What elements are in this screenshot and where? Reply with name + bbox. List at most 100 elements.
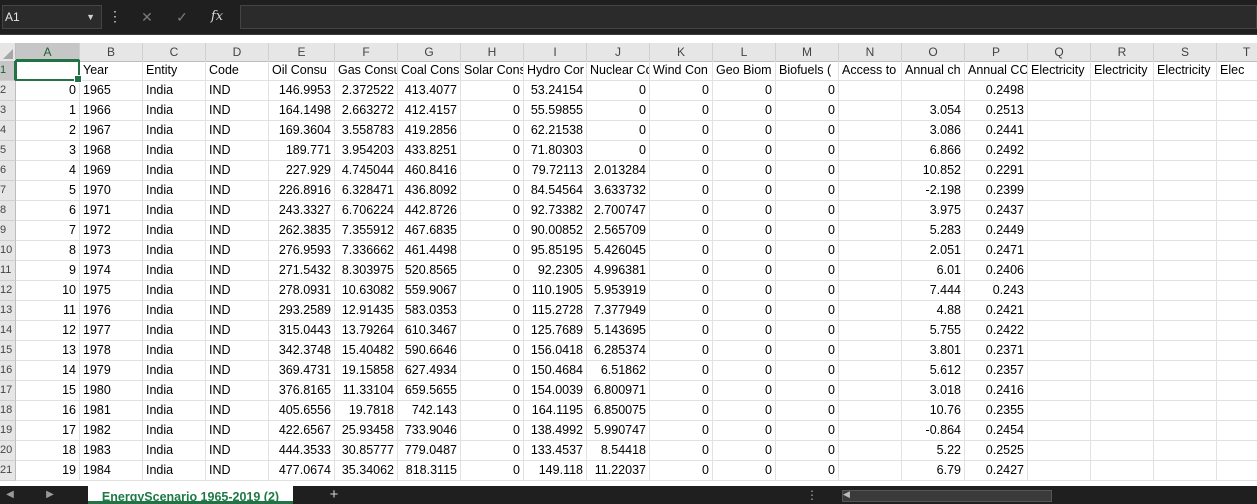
- table-cell[interactable]: 0: [713, 321, 776, 341]
- row-header[interactable]: 4: [0, 121, 16, 141]
- table-cell[interactable]: 0: [461, 401, 524, 421]
- table-cell[interactable]: 0: [776, 341, 839, 361]
- table-cell[interactable]: 6.800971: [587, 381, 650, 401]
- table-cell[interactable]: India: [143, 421, 206, 441]
- row-header[interactable]: 8: [0, 201, 16, 221]
- header-cell[interactable]: Nuclear Co: [587, 61, 650, 81]
- table-cell[interactable]: [839, 221, 902, 241]
- column-header-t[interactable]: T: [1217, 43, 1257, 61]
- row-header[interactable]: 2: [0, 81, 16, 101]
- table-cell[interactable]: 0: [776, 401, 839, 421]
- table-cell[interactable]: [839, 201, 902, 221]
- table-cell[interactable]: 1969: [80, 161, 143, 181]
- table-cell[interactable]: 0: [650, 201, 713, 221]
- table-cell[interactable]: [1091, 281, 1154, 301]
- header-cell[interactable]: Electricity: [1091, 61, 1154, 81]
- table-cell[interactable]: [1028, 101, 1091, 121]
- table-cell[interactable]: 227.929: [269, 161, 335, 181]
- table-cell[interactable]: IND: [206, 361, 269, 381]
- table-cell[interactable]: IND: [206, 461, 269, 481]
- column-header-b[interactable]: B: [80, 43, 143, 61]
- table-cell[interactable]: 0: [461, 281, 524, 301]
- table-cell[interactable]: 0.2371: [965, 341, 1028, 361]
- table-cell[interactable]: 0: [587, 101, 650, 121]
- table-cell[interactable]: 0.2449: [965, 221, 1028, 241]
- table-cell[interactable]: [839, 281, 902, 301]
- table-cell[interactable]: [1028, 201, 1091, 221]
- table-cell[interactable]: [1028, 161, 1091, 181]
- table-cell[interactable]: [1217, 121, 1257, 141]
- table-cell[interactable]: 0: [650, 401, 713, 421]
- table-cell[interactable]: 1972: [80, 221, 143, 241]
- header-cell[interactable]: Biofuels (: [776, 61, 839, 81]
- table-cell[interactable]: 133.4537: [524, 441, 587, 461]
- table-cell[interactable]: 35.34062: [335, 461, 398, 481]
- column-header-p[interactable]: P: [965, 43, 1028, 61]
- table-cell[interactable]: 0: [776, 421, 839, 441]
- table-cell[interactable]: [1154, 261, 1217, 281]
- table-cell[interactable]: 0: [776, 221, 839, 241]
- table-cell[interactable]: 0: [650, 421, 713, 441]
- table-cell[interactable]: 0: [713, 181, 776, 201]
- table-cell[interactable]: [1091, 261, 1154, 281]
- table-cell[interactable]: [839, 101, 902, 121]
- table-cell[interactable]: 0: [713, 161, 776, 181]
- more-options-icon[interactable]: ⋮: [806, 488, 818, 502]
- table-cell[interactable]: 0: [587, 81, 650, 101]
- table-cell[interactable]: 5.143695: [587, 321, 650, 341]
- table-cell[interactable]: [1091, 441, 1154, 461]
- table-cell[interactable]: [839, 161, 902, 181]
- table-cell[interactable]: India: [143, 281, 206, 301]
- table-cell[interactable]: 0.2427: [965, 461, 1028, 481]
- table-cell[interactable]: 1976: [80, 301, 143, 321]
- table-cell[interactable]: [1154, 201, 1217, 221]
- table-cell[interactable]: 583.0353: [398, 301, 461, 321]
- table-cell[interactable]: 11.22037: [587, 461, 650, 481]
- table-cell[interactable]: 0: [650, 281, 713, 301]
- table-cell[interactable]: 0: [461, 81, 524, 101]
- table-cell[interactable]: India: [143, 161, 206, 181]
- column-header-l[interactable]: L: [713, 43, 776, 61]
- table-cell[interactable]: [1091, 381, 1154, 401]
- table-cell[interactable]: IND: [206, 221, 269, 241]
- table-cell[interactable]: [839, 381, 902, 401]
- table-cell[interactable]: India: [143, 101, 206, 121]
- table-cell[interactable]: India: [143, 381, 206, 401]
- table-cell[interactable]: 0.2471: [965, 241, 1028, 261]
- table-cell[interactable]: [1217, 421, 1257, 441]
- row-header[interactable]: 15: [0, 341, 16, 361]
- table-cell[interactable]: 2.372522: [335, 81, 398, 101]
- column-header-m[interactable]: M: [776, 43, 839, 61]
- table-cell[interactable]: [1028, 461, 1091, 481]
- table-cell[interactable]: 53.24154: [524, 81, 587, 101]
- table-cell[interactable]: [1091, 361, 1154, 381]
- table-cell[interactable]: India: [143, 141, 206, 161]
- table-cell[interactable]: 169.3604: [269, 121, 335, 141]
- table-cell[interactable]: [839, 121, 902, 141]
- table-cell[interactable]: [1028, 441, 1091, 461]
- table-cell[interactable]: 0: [713, 241, 776, 261]
- table-cell[interactable]: IND: [206, 241, 269, 261]
- table-cell[interactable]: 1973: [80, 241, 143, 261]
- table-cell[interactable]: 92.73382: [524, 201, 587, 221]
- table-cell[interactable]: [1217, 141, 1257, 161]
- table-cell[interactable]: 0: [650, 81, 713, 101]
- table-cell[interactable]: 6.01: [902, 261, 965, 281]
- table-cell[interactable]: 0.243: [965, 281, 1028, 301]
- table-cell[interactable]: 2.663272: [335, 101, 398, 121]
- column-header-k[interactable]: K: [650, 43, 713, 61]
- header-cell[interactable]: [16, 61, 80, 81]
- sheet-tab-active[interactable]: EnergyScenario 1965-2019 (2): [88, 486, 293, 504]
- table-cell[interactable]: 0: [461, 141, 524, 161]
- table-cell[interactable]: 84.54564: [524, 181, 587, 201]
- enter-check-icon[interactable]: ✓: [176, 9, 188, 25]
- table-cell[interactable]: 25.93458: [335, 421, 398, 441]
- table-cell[interactable]: 0: [776, 361, 839, 381]
- table-cell[interactable]: 0: [713, 441, 776, 461]
- table-cell[interactable]: 271.5432: [269, 261, 335, 281]
- column-header-d[interactable]: D: [206, 43, 269, 61]
- column-header-c[interactable]: C: [143, 43, 206, 61]
- table-cell[interactable]: [1154, 361, 1217, 381]
- table-cell[interactable]: 0: [650, 301, 713, 321]
- table-cell[interactable]: [1154, 81, 1217, 101]
